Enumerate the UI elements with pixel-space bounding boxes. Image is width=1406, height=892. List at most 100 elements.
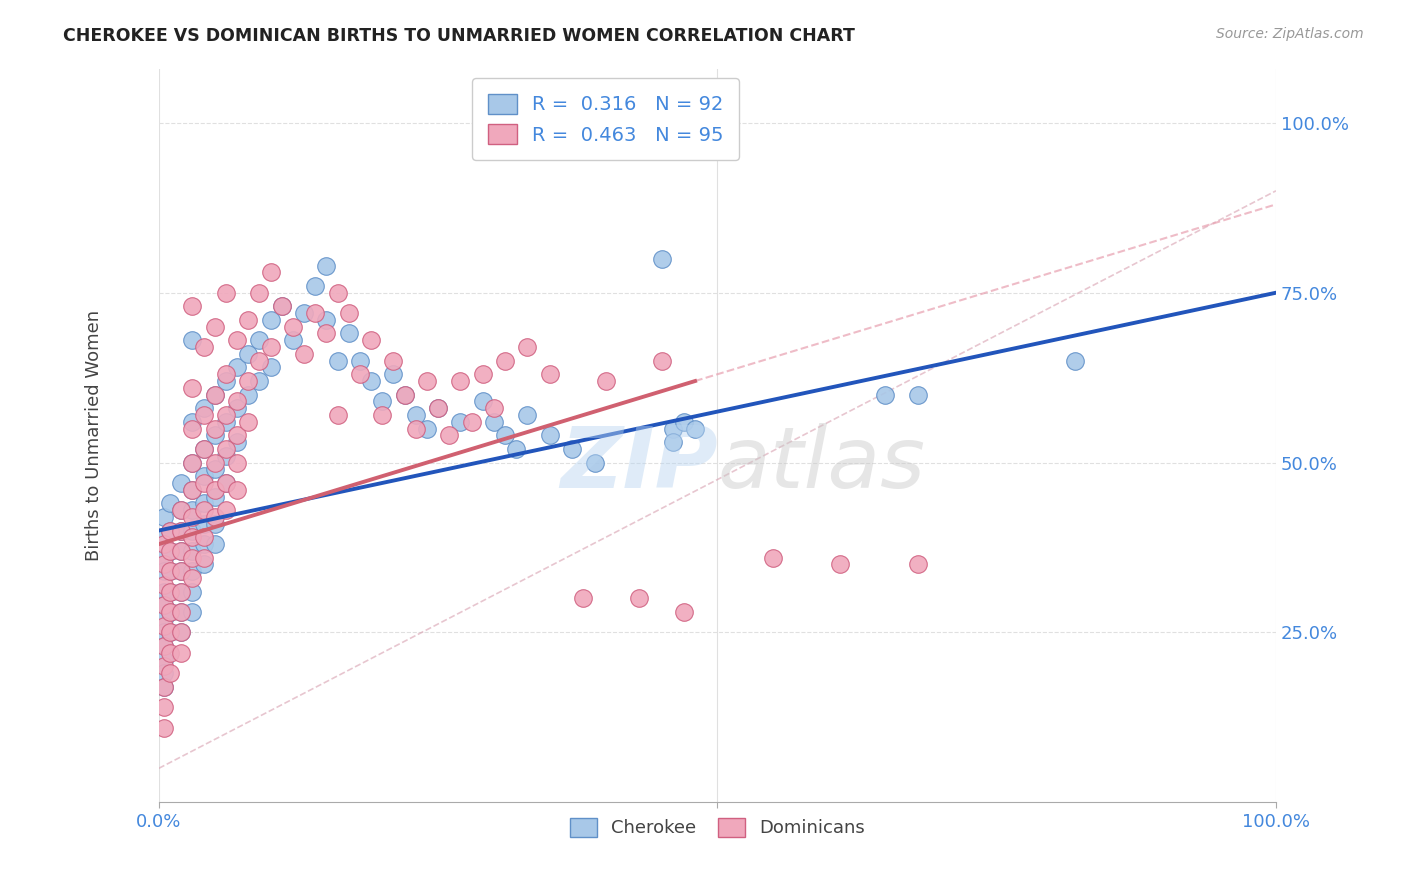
Point: [204, 510, 226, 524]
Point: [153, 625, 176, 640]
Point: [595, 374, 617, 388]
Point: [471, 394, 494, 409]
Point: [371, 408, 394, 422]
Point: [538, 368, 561, 382]
Point: [427, 401, 450, 416]
Point: [1063, 353, 1085, 368]
Point: [181, 524, 204, 538]
Point: [416, 421, 439, 435]
Point: [204, 483, 226, 497]
Point: [159, 524, 181, 538]
Point: [181, 503, 204, 517]
Point: [170, 564, 193, 578]
Point: [170, 584, 193, 599]
Point: [226, 428, 249, 442]
Point: [281, 333, 304, 347]
Point: [181, 421, 204, 435]
Point: [159, 625, 181, 640]
Point: [170, 503, 193, 517]
Point: [226, 360, 249, 375]
Point: [360, 333, 382, 347]
Point: [516, 408, 538, 422]
Point: [238, 374, 260, 388]
Point: [170, 605, 193, 619]
Point: [193, 442, 215, 456]
Point: [907, 387, 929, 401]
Point: [153, 618, 176, 632]
Point: [226, 435, 249, 450]
Text: Source: ZipAtlas.com: Source: ZipAtlas.com: [1216, 27, 1364, 41]
Point: [215, 475, 238, 490]
Point: [159, 564, 181, 578]
Point: [193, 496, 215, 510]
Point: [153, 612, 176, 626]
Point: [153, 550, 176, 565]
Point: [371, 394, 394, 409]
Point: [153, 558, 176, 572]
Point: [238, 415, 260, 429]
Point: [204, 387, 226, 401]
Point: [153, 639, 176, 653]
Point: [471, 368, 494, 382]
Point: [159, 605, 181, 619]
Point: [204, 456, 226, 470]
Point: [159, 524, 181, 538]
Point: [337, 306, 360, 320]
Point: [215, 503, 238, 517]
Point: [304, 279, 326, 293]
Point: [159, 605, 181, 619]
Point: [762, 550, 785, 565]
Point: [181, 483, 204, 497]
Point: [416, 374, 439, 388]
Point: [204, 490, 226, 504]
Point: [204, 537, 226, 551]
Point: [405, 408, 427, 422]
Point: [193, 340, 215, 354]
Point: [315, 326, 337, 341]
Point: [215, 475, 238, 490]
Point: [572, 591, 595, 606]
Point: [153, 652, 176, 666]
Point: [159, 584, 181, 599]
Point: [270, 299, 292, 313]
Point: [292, 306, 315, 320]
Point: [394, 387, 416, 401]
Point: [193, 516, 215, 531]
Point: [153, 666, 176, 681]
Point: [204, 428, 226, 442]
Point: [450, 374, 472, 388]
Point: [215, 285, 238, 300]
Point: [661, 435, 683, 450]
Point: [304, 306, 326, 320]
Point: [226, 483, 249, 497]
Point: [628, 591, 651, 606]
Point: [226, 333, 249, 347]
Point: [159, 584, 181, 599]
Point: [215, 408, 238, 422]
Point: [238, 387, 260, 401]
Point: [226, 401, 249, 416]
Point: [315, 313, 337, 327]
Point: [292, 347, 315, 361]
Point: [193, 558, 215, 572]
Point: [170, 503, 193, 517]
Point: [326, 285, 349, 300]
Point: [247, 353, 270, 368]
Point: [482, 401, 505, 416]
Point: [153, 680, 176, 694]
Point: [538, 428, 561, 442]
Point: [181, 530, 204, 544]
Point: [170, 584, 193, 599]
Point: [349, 368, 371, 382]
Point: [672, 415, 695, 429]
Point: [153, 639, 176, 653]
Point: [159, 544, 181, 558]
Point: [907, 558, 929, 572]
Point: [651, 252, 673, 266]
Point: [170, 544, 193, 558]
Point: [382, 353, 405, 368]
Point: [259, 340, 281, 354]
Legend: Cherokee, Dominicans: Cherokee, Dominicans: [562, 811, 873, 845]
Point: [153, 700, 176, 714]
Point: [281, 319, 304, 334]
